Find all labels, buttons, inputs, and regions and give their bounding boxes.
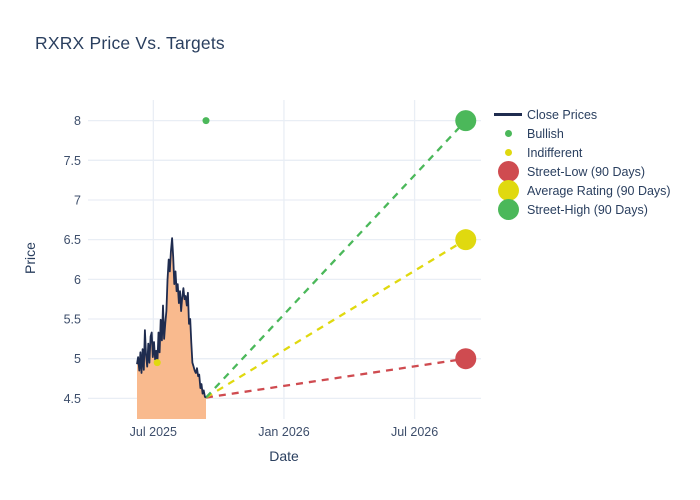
y-axis-title: Price [22,242,38,274]
x-tick-label: Jul 2026 [391,425,438,439]
y-tick-label: 7.5 [64,154,81,168]
x-tick-label: Jul 2025 [130,425,177,439]
dot-swatch-icon [492,161,524,182]
target-trend-line [205,238,467,399]
legend-label: Street-Low (90 Days) [527,164,646,179]
y-tick-label: 5 [74,352,81,366]
swatch-shape [504,149,512,156]
dot-swatch-icon [492,180,524,201]
legend: Close Prices Bullish Indifferent Street-Low… [492,105,671,220]
dot-swatch-icon [492,130,524,137]
swatch-shape [504,130,512,137]
target-trend-line [205,119,467,399]
legend-item-average-rating-90-days[interactable]: Average Rating (90 Days) [492,180,671,201]
rating-dot-indifferent [153,359,161,367]
rating-dot-bullish [202,117,210,125]
legend-item-indifferent[interactable]: Indifferent [492,143,671,162]
x-axis-title: Date [269,448,299,464]
target-marker [455,110,477,132]
close-price-area [137,238,206,419]
y-tick-label: 6.5 [64,233,81,247]
legend-item-street-low-90-days[interactable]: Street-Low (90 Days) [492,161,671,182]
legend-item-close-prices[interactable]: Close Prices [492,105,671,124]
chart-title: RXRX Price Vs. Targets [35,33,225,53]
dot-swatch-icon [492,199,524,220]
target-trend-line [205,357,466,399]
target-marker [455,348,477,370]
y-tick-label: 6 [74,273,81,287]
legend-label: Average Rating (90 Days) [527,183,671,198]
target-marker [455,229,477,251]
y-tick-label: 4.5 [64,392,81,406]
swatch-shape [497,161,519,182]
y-tick-label: 8 [74,114,81,128]
swatch-shape [494,113,522,116]
swatch-shape [497,199,519,220]
legend-label: Bullish [527,126,564,141]
dot-swatch-icon [492,149,524,156]
legend-item-bullish[interactable]: Bullish [492,124,671,143]
legend-item-street-high-90-days[interactable]: Street-High (90 Days) [492,199,671,220]
legend-label: Close Prices [527,107,598,122]
legend-label: Street-High (90 Days) [527,202,648,217]
close-price-line [136,237,207,399]
y-tick-label: 7 [74,193,81,207]
x-tick-label: Jan 2026 [258,425,309,439]
swatch-shape [497,180,519,201]
line-swatch-icon [492,113,524,116]
legend-label: Indifferent [527,145,583,160]
y-tick-label: 5.5 [64,313,81,327]
